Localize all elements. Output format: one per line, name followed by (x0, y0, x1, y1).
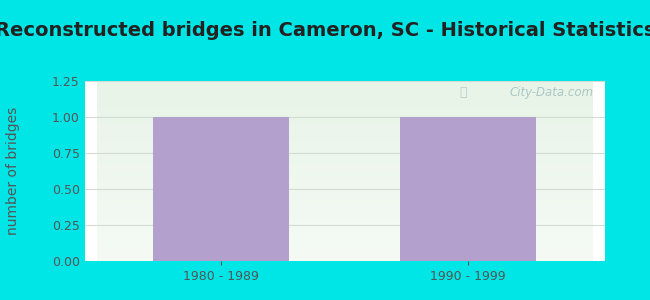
Text: Reconstructed bridges in Cameron, SC - Historical Statistics: Reconstructed bridges in Cameron, SC - H… (0, 21, 650, 40)
Bar (400, 117, 536, 261)
Text: Ⓠ: Ⓠ (459, 86, 467, 99)
Bar (153, 117, 289, 261)
Text: City-Data.com: City-Data.com (510, 86, 594, 99)
Text: number of bridges: number of bridges (6, 107, 20, 235)
